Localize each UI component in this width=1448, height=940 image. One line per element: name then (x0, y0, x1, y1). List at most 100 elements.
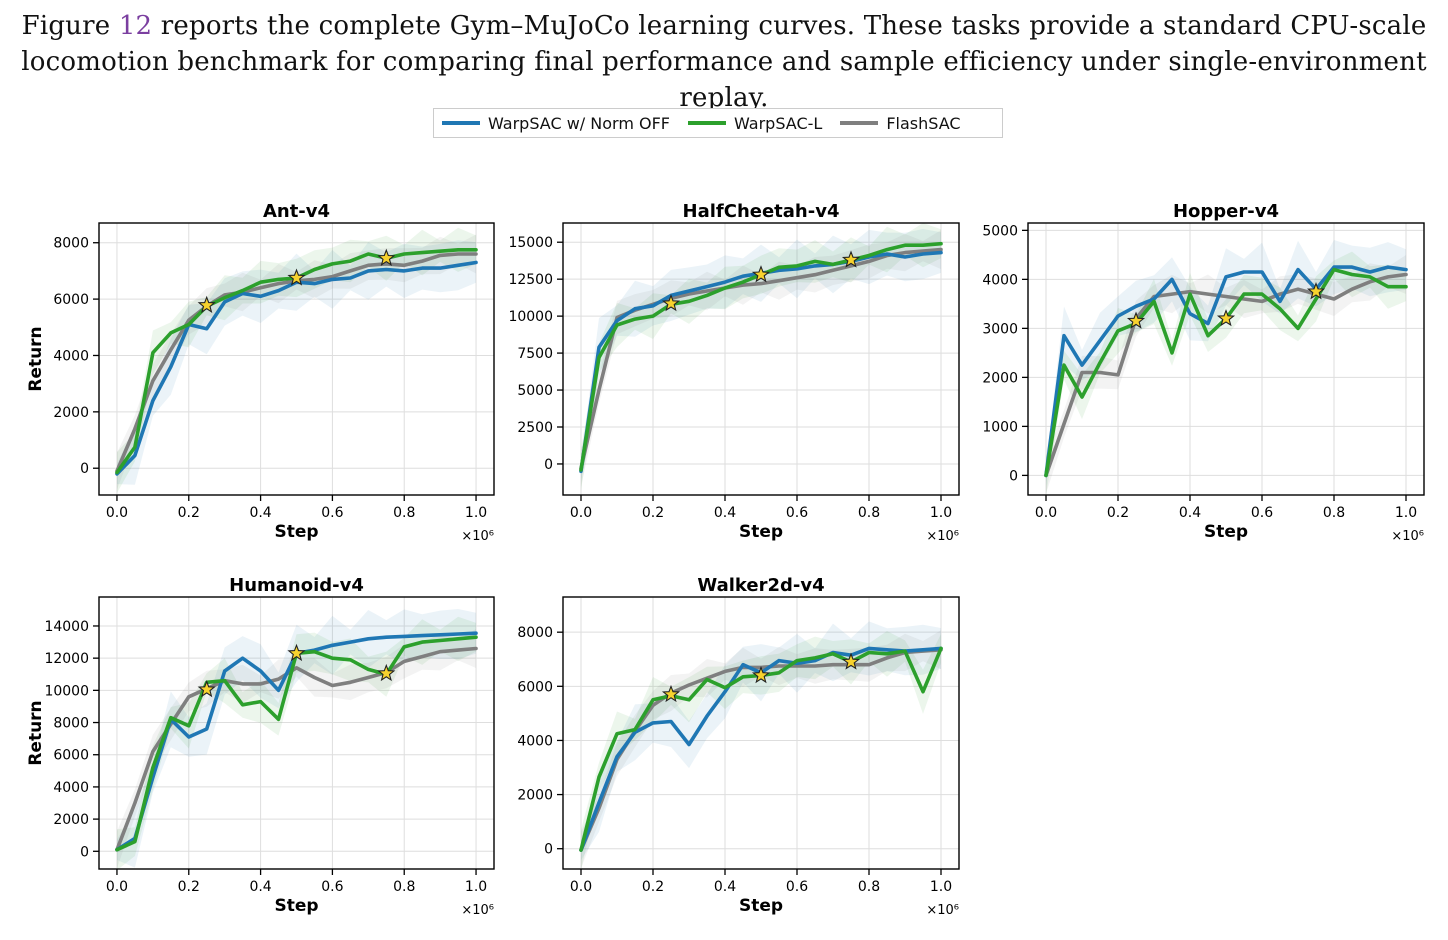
x-tick-label: 0.2 (178, 879, 200, 895)
chart-panel-humanoid-v4: 0.0 0.2 0.4 0.6 0.8 1.0 0 2000 4000 6000 8000 10000… (26, 575, 495, 918)
plot-frame (98, 596, 495, 870)
milestone-star-marker (841, 652, 861, 670)
milestone-star-marker (661, 684, 681, 703)
series-line-warpsac-w-norm-off (115, 260, 478, 476)
chart-title: HalfCheetah-v4 (683, 201, 840, 222)
milestone-star-marker (841, 250, 861, 268)
x-tick-label: 0.8 (1323, 505, 1345, 521)
y-tick-label: 6000 (53, 292, 89, 308)
x-axis-label: Step (739, 896, 783, 916)
chart-legend: WarpSAC w/ Norm OFF WarpSAC-L FlashSAC (433, 108, 1003, 138)
x-tick-label: 0.6 (786, 879, 808, 895)
series-band (1046, 251, 1406, 496)
x-tick-label: 0.8 (858, 505, 880, 521)
legend-item-warpsac-l: WarpSAC-L (688, 114, 822, 133)
x-tick-label: 0.4 (249, 505, 271, 521)
chart-panel-hopper-v4: 0.0 0.2 0.4 0.6 0.8 1.0 0 1000 2000 3000 4000 5000 H… (982, 201, 1425, 544)
y-tick-label: 10000 (508, 309, 553, 325)
series-band (117, 240, 476, 485)
y-tick-label: 0 (544, 457, 553, 473)
x-axis-multiplier: ×10⁶ (1391, 529, 1424, 544)
x-tick-label: 0.0 (106, 505, 128, 521)
milestone-star-marker (1306, 282, 1326, 300)
x-tick-label: 0.2 (642, 879, 664, 895)
y-tick-label: 10000 (44, 683, 89, 699)
legend-swatch (442, 121, 480, 125)
chart-title: Ant-v4 (263, 201, 330, 222)
milestone-star-marker (197, 295, 216, 314)
chart-panel-ant-v4: 0.0 0.2 0.4 0.6 0.8 1.0 0 2000 4000 6000 8000 Ant-v… (26, 201, 495, 544)
x-tick-label: 0.4 (249, 879, 271, 895)
y-tick-label: 0 (544, 842, 553, 858)
legend-item-warpsac-norm-off: WarpSAC w/ Norm OFF (442, 114, 670, 133)
series-line-warpsac-w-norm-off (1044, 265, 1408, 478)
y-tick-label: 14000 (44, 619, 89, 635)
y-tick-label: 1000 (982, 419, 1018, 435)
x-tick-label: 0.4 (714, 879, 736, 895)
x-tick-label: 1.0 (930, 505, 952, 521)
y-tick-label: 3000 (982, 321, 1018, 337)
x-axis-label: Step (739, 522, 783, 542)
x-tick-label: 1.0 (930, 879, 952, 895)
y-axis-label: Return (26, 326, 46, 391)
y-tick-label: 0 (80, 461, 89, 477)
x-tick-label: 1.0 (465, 505, 487, 521)
legend-item-flashsac: FlashSAC (840, 113, 961, 133)
milestone-star-marker (1126, 311, 1146, 329)
y-tick-label: 2000 (982, 370, 1018, 386)
x-axis-multiplier: ×10⁶ (461, 529, 494, 544)
x-tick-label: 0.4 (714, 505, 736, 521)
milestone-star-marker (1216, 309, 1236, 327)
y-tick-label: 4000 (53, 780, 89, 796)
y-tick-label: 12000 (44, 651, 89, 667)
y-tick-label: 0 (1009, 468, 1018, 484)
milestone-star-marker (287, 268, 306, 286)
caption-line-1: Figure 12 reports the complete Gym–MuJoC… (0, 8, 1448, 44)
x-tick-label: 1.0 (465, 879, 487, 895)
y-tick-label: 4000 (517, 733, 553, 749)
x-tick-label: 0.2 (642, 505, 664, 521)
y-tick-label: 5000 (982, 223, 1018, 239)
chart-title: Humanoid-v4 (229, 575, 364, 596)
x-tick-label: 0.4 (1179, 505, 1201, 521)
legend-label: WarpSAC-L (734, 113, 823, 133)
x-tick-label: 0.8 (858, 879, 880, 895)
milestone-star-marker (377, 248, 396, 266)
milestone-star-marker (197, 679, 216, 698)
caption-text: reports the complete Gym–MuJoCo learning… (152, 11, 1427, 41)
legend-swatch (840, 121, 879, 125)
x-tick-label: 0.6 (1251, 505, 1273, 521)
series-line-flashsac (115, 646, 478, 852)
x-tick-label: 0.0 (570, 505, 592, 521)
x-tick-label: 0.6 (321, 879, 343, 895)
y-tick-label: 8000 (517, 625, 553, 641)
x-tick-label: 0.8 (393, 505, 415, 521)
series-band (581, 229, 941, 482)
x-axis-label: Step (274, 522, 318, 542)
x-axis-label: Step (274, 896, 318, 916)
milestone-star-marker (287, 643, 306, 662)
x-tick-label: 1.0 (1395, 505, 1417, 521)
figure-reference-link[interactable]: 12 (118, 11, 153, 41)
plot-frame (98, 222, 495, 496)
legend-label: FlashSAC (886, 113, 961, 133)
y-axis-label: Return (26, 700, 46, 765)
x-axis-label: Step (1204, 522, 1248, 542)
chart-panel-halfcheetah-v4: 0.0 0.2 0.4 0.6 0.8 1.0 0 2500 5000 7500 10000 1250… (508, 201, 960, 544)
milestone-star-marker (751, 665, 771, 684)
chart-title: Hopper-v4 (1173, 201, 1279, 222)
y-tick-label: 6000 (53, 748, 89, 764)
x-tick-label: 0.2 (1107, 505, 1129, 521)
milestone-star-marker (377, 663, 396, 682)
x-tick-label: 0.6 (321, 505, 343, 521)
chart-panel-walker2d-v4: 0.0 0.2 0.4 0.6 0.8 1.0 0 2000 4000 6000 8000 Walke… (517, 575, 960, 918)
x-tick-label: 0.0 (1035, 505, 1057, 521)
x-tick-label: 0.0 (570, 879, 592, 895)
y-tick-label: 15000 (508, 235, 553, 251)
legend-label: WarpSAC w/ Norm OFF (488, 113, 670, 133)
y-tick-label: 7500 (517, 346, 553, 362)
x-tick-label: 0.0 (106, 879, 128, 895)
x-axis-multiplier: ×10⁶ (926, 903, 959, 918)
milestone-star-marker (751, 265, 771, 283)
